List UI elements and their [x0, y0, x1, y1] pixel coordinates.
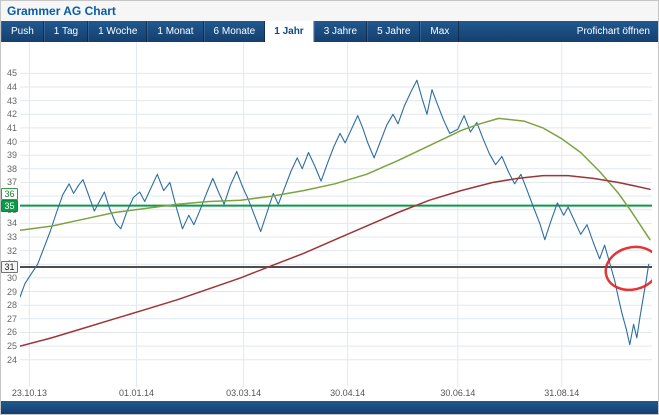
y-axis-label: 27	[6, 313, 17, 324]
profichart-link[interactable]: Profichart öffnen	[576, 26, 650, 37]
y-axis-label: 45	[6, 68, 17, 79]
x-axis-label: 01.01.14	[119, 388, 155, 398]
y-axis-label: 43	[6, 95, 17, 106]
tab-6-monate[interactable]: 6 Monate	[203, 21, 266, 42]
bottom-bar	[1, 401, 658, 414]
y-axis-label: 42	[6, 109, 17, 120]
chart-svg	[20, 42, 652, 387]
y-axis-label: 41	[6, 122, 17, 133]
y-axis-label: 44	[6, 82, 17, 92]
tab-push[interactable]: Push	[1, 21, 44, 42]
tab-1-woche[interactable]: 1 Woche	[88, 21, 148, 42]
y-axis-label: 39	[6, 150, 17, 161]
tab-5-jahre[interactable]: 5 Jahre	[367, 21, 421, 42]
axis-badge-31: 31	[1, 261, 18, 273]
y-axis-label: 26	[6, 327, 17, 338]
tab-1-tag[interactable]: 1 Tag	[43, 21, 89, 42]
y-axis-label: 37	[6, 177, 17, 188]
x-axis: 23.10.13 01.01.14 03.03.14 30.04.14 30.06.14…	[1, 387, 658, 401]
y-axis-label: 40	[6, 136, 17, 147]
y-axis-label: 28	[6, 300, 17, 311]
y-axis-label: 33	[6, 232, 17, 242]
title-bar: Grammer AG Chart	[1, 1, 658, 21]
x-axis-label: 30.04.14	[330, 388, 366, 398]
y-axis-label: 25	[6, 341, 17, 352]
chart-area: 36 35 31 2425262728293031323334353637383…	[1, 42, 658, 387]
page-title: Grammer AG Chart	[7, 4, 116, 18]
y-axis-label: 38	[6, 163, 17, 174]
tab-max[interactable]: Max	[420, 21, 460, 42]
tab-1-monat[interactable]: 1 Monat	[147, 21, 204, 42]
tab-3-jahre[interactable]: 3 Jahre	[313, 21, 368, 42]
axis-badge-36: 36	[1, 188, 18, 201]
x-axis-label: 23.10.13	[11, 388, 47, 398]
y-axis-label: 24	[6, 354, 17, 365]
x-axis-label: 31.08.14	[544, 388, 580, 398]
x-axis-label: 30.06.14	[440, 388, 476, 398]
range-tabs: Push 1 Tag 1 Woche 1 Monat 6 Monate 1 Ja…	[1, 21, 658, 42]
y-axis-label: 32	[6, 245, 17, 256]
tab-1-jahr[interactable]: 1 Jahr	[265, 21, 314, 42]
x-axis-label: 03.03.14	[226, 388, 262, 398]
y-axis-label: 30	[6, 272, 17, 283]
y-axis-label: 34	[6, 218, 17, 229]
axis-badge-35: 35	[1, 199, 18, 212]
y-axis-label: 29	[6, 286, 17, 297]
